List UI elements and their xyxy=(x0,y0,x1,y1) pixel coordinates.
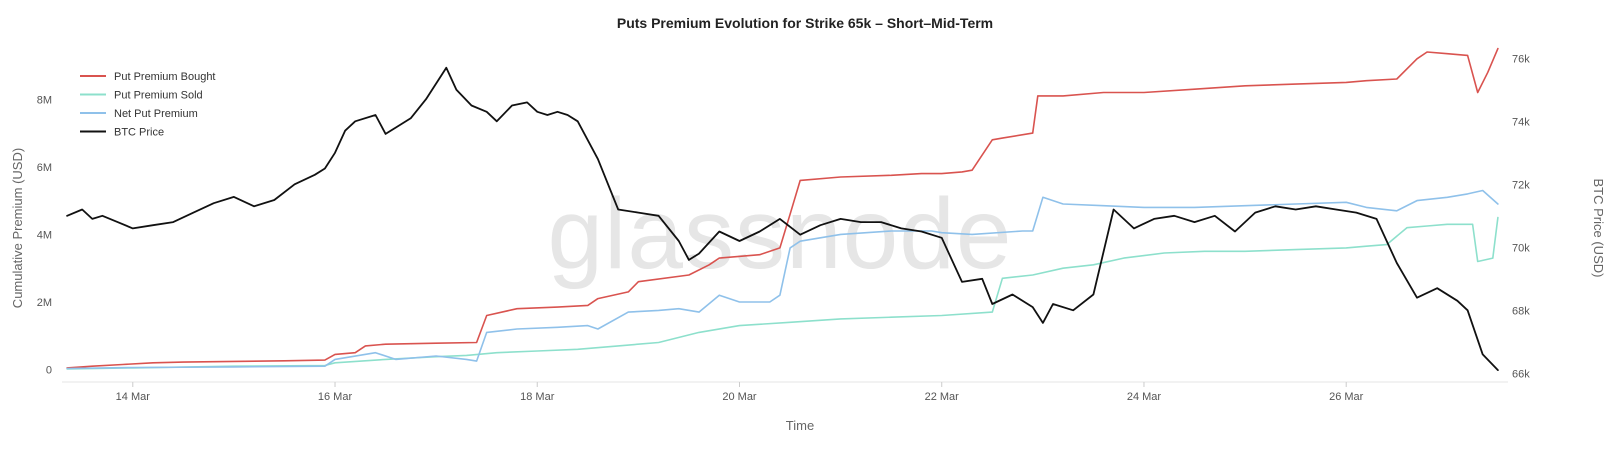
y-left-tick-label: 6M xyxy=(37,162,52,174)
x-tick-label: 18 Mar xyxy=(520,391,555,403)
y-left-axis-ticks: 0 2M 4M 6M 8M xyxy=(37,94,52,376)
y-right-tick-label: 74k xyxy=(1512,116,1530,128)
watermark: glassnode xyxy=(548,178,1013,290)
series-line-put-premium-bought xyxy=(66,47,1499,369)
y-left-tick-label: 8M xyxy=(37,94,52,106)
legend-label-put-premium-sold: Put Premium Sold xyxy=(114,90,203,102)
y-right-tick-label: 76k xyxy=(1512,53,1530,65)
y-left-tick-label: 0 xyxy=(46,365,52,377)
y-right-axis-title: BTC Price (USD) xyxy=(1591,179,1606,278)
x-tick-label: 14 Mar xyxy=(116,391,151,403)
y-right-tick-label: 66k xyxy=(1512,368,1530,380)
chart-title: Puts Premium Evolution for Strike 65k – … xyxy=(617,15,993,31)
y-right-tick-label: 68k xyxy=(1512,305,1530,317)
y-left-tick-label: 4M xyxy=(37,229,52,241)
x-tick-label: 16 Mar xyxy=(318,391,353,403)
x-tick-label: 24 Mar xyxy=(1127,391,1162,403)
y-right-axis-ticks: 66k 68k 70k 72k 74k 76k xyxy=(1512,53,1530,380)
series-line-btc-price xyxy=(66,66,1499,372)
x-tick-label: 26 Mar xyxy=(1329,391,1364,403)
series-layer xyxy=(66,47,1499,372)
y-left-axis-title: Cumulative Premium (USD) xyxy=(10,148,25,308)
legend-label-btc-price: BTC Price xyxy=(114,127,164,139)
y-left-tick-label: 2M xyxy=(37,297,52,309)
x-axis-ticks: 14 Mar 16 Mar 18 Mar 20 Mar 22 Mar 24 Mar 26 M… xyxy=(62,381,1508,403)
y-right-tick-label: 72k xyxy=(1512,179,1530,191)
x-tick-label: 22 Mar xyxy=(925,391,960,403)
legend-label-put-premium-bought: Put Premium Bought xyxy=(114,71,216,83)
y-right-tick-label: 70k xyxy=(1512,242,1530,254)
legend-label-net-put-premium: Net Put Premium xyxy=(114,108,198,120)
legend: Put Premium Bought Put Premium Sold Net Pu… xyxy=(80,71,216,139)
series-line-net-put-premium xyxy=(66,189,1499,370)
x-axis-title: Time xyxy=(786,418,814,433)
x-tick-label: 20 Mar xyxy=(722,391,757,403)
series-line-put-premium-sold xyxy=(66,216,1499,370)
